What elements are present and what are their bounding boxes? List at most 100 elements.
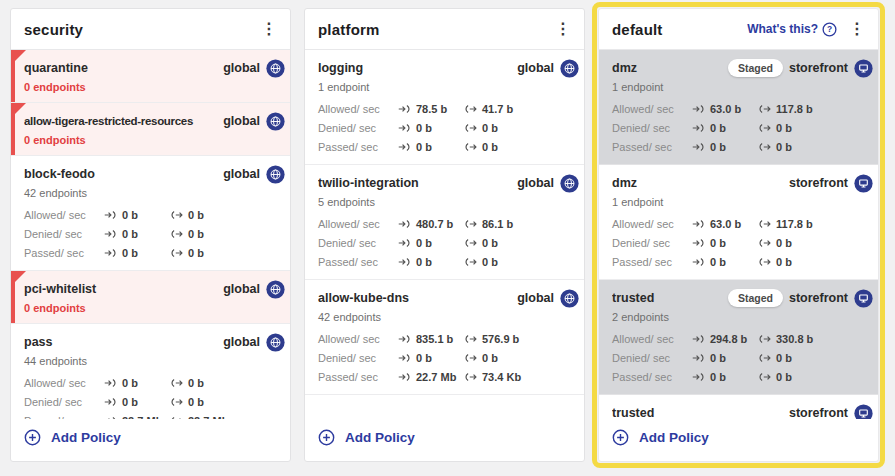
in-arrow-icon bbox=[398, 219, 411, 229]
policy-list: logging global 1 endpoint Allowed/ sec 7… bbox=[305, 50, 584, 419]
stat-label: Passed/ sec bbox=[612, 256, 692, 268]
stat-out-value: 0 b bbox=[188, 228, 204, 240]
policy-card-pci-whitelist[interactable]: pci-whitelist global 0 endpoints bbox=[11, 271, 290, 324]
stat-out-value: 0 b bbox=[188, 396, 204, 408]
policy-card-logging[interactable]: logging global 1 endpoint Allowed/ sec 7… bbox=[305, 50, 584, 165]
policy-name: twilio-integration bbox=[318, 176, 511, 190]
policy-card-block-feodo[interactable]: block-feodo global 42 endpoints Allowed/… bbox=[11, 156, 290, 271]
monitor-icon bbox=[854, 59, 873, 78]
stat-out-value: 86.1 b bbox=[482, 218, 513, 230]
stat-in-value: 0 b bbox=[710, 256, 726, 268]
stat-label: Passed/ sec bbox=[24, 415, 104, 420]
globe-icon bbox=[560, 174, 579, 193]
stat-out-value: 0 b bbox=[482, 256, 498, 268]
stat-label: Denied/ sec bbox=[24, 228, 104, 240]
stat-in-value: 0 b bbox=[710, 122, 726, 134]
out-arrow-icon bbox=[758, 353, 771, 363]
out-arrow-icon bbox=[758, 257, 771, 267]
stat-in-value: 0 b bbox=[416, 237, 432, 249]
out-arrow-icon bbox=[464, 372, 477, 382]
stat-in-value: 0 b bbox=[416, 122, 432, 134]
policy-scope: global bbox=[223, 335, 260, 349]
stat-out-value: 41.7 b bbox=[482, 103, 513, 115]
column-menu-button[interactable]: ⋮ bbox=[550, 21, 576, 37]
globe-icon bbox=[266, 280, 285, 299]
stat-out-value: 0 b bbox=[776, 371, 792, 383]
out-arrow-icon bbox=[170, 397, 183, 407]
stat-out-value: 117.8 b bbox=[776, 103, 813, 115]
stat-row-denied: Denied/ sec 0 b 0 b bbox=[318, 118, 579, 137]
stat-row-passed: Passed/ sec 0 b 0 b bbox=[612, 137, 873, 156]
in-arrow-icon bbox=[692, 123, 705, 133]
policy-card-allow-kube-dns[interactable]: allow-kube-dns global 42 endpoints Allow… bbox=[305, 280, 584, 395]
column-title: security bbox=[24, 21, 256, 38]
stat-in-value: 22.7 Mb bbox=[416, 371, 456, 383]
policy-scope: storefront bbox=[789, 61, 848, 75]
stat-in-value: 835.1 b bbox=[416, 333, 453, 345]
stat-out-value: 0 b bbox=[188, 247, 204, 259]
column-footer: Add Policy bbox=[599, 419, 878, 461]
stat-out-value: 0 b bbox=[776, 141, 792, 153]
policy-card-quarantine[interactable]: quarantine global 0 endpoints bbox=[11, 50, 290, 103]
endpoint-count: 0 endpoints bbox=[24, 80, 285, 94]
policy-card-twilio-integration[interactable]: twilio-integration global 5 endpoints Al… bbox=[305, 165, 584, 280]
add-policy-label: Add Policy bbox=[639, 430, 709, 445]
out-arrow-icon bbox=[758, 104, 771, 114]
tier-column-default: default What's this? ⋮ dmz Staged storef… bbox=[598, 8, 879, 462]
policy-card-dmz-staged[interactable]: dmz Staged storefront 1 endpoint Allowed… bbox=[599, 50, 878, 165]
out-arrow-icon bbox=[758, 372, 771, 382]
tier-column-wrap-security: security ⋮ quarantine global 0 endpoints… bbox=[10, 8, 291, 462]
stat-row-passed: Passed/ sec 22.7 Mb 22.7 Mb bbox=[24, 411, 285, 419]
policy-card-pass[interactable]: pass global 44 endpoints Allowed/ sec 0 … bbox=[11, 324, 290, 419]
stat-row-denied: Denied/ sec 0 b 0 b bbox=[318, 233, 579, 252]
whats-this-link[interactable]: What's this? bbox=[747, 22, 837, 37]
policy-card-dmz[interactable]: dmz storefront 1 endpoint Allowed/ sec 6… bbox=[599, 165, 878, 280]
policy-card-trusted[interactable]: trusted storefront bbox=[599, 395, 878, 419]
column-menu-button[interactable]: ⋮ bbox=[844, 21, 870, 37]
policy-name: dmz bbox=[612, 176, 783, 190]
policy-scope: global bbox=[517, 176, 554, 190]
tier-column-wrap-default: default What's this? ⋮ dmz Staged storef… bbox=[598, 8, 879, 462]
endpoint-count: 42 endpoints bbox=[24, 186, 285, 200]
stat-in-value: 0 b bbox=[122, 228, 138, 240]
stat-label: Denied/ sec bbox=[24, 396, 104, 408]
column-menu-button[interactable]: ⋮ bbox=[256, 21, 282, 37]
in-arrow-icon bbox=[104, 378, 117, 388]
policy-scope: storefront bbox=[789, 406, 848, 419]
in-arrow-icon bbox=[104, 229, 117, 239]
add-policy-button[interactable]: Add Policy bbox=[318, 429, 415, 446]
policy-name: logging bbox=[318, 61, 511, 75]
stat-out-value: 0 b bbox=[482, 237, 498, 249]
stat-out-value: 22.7 Mb bbox=[188, 415, 228, 420]
stat-label: Denied/ sec bbox=[318, 352, 398, 364]
stat-row-allowed: Allowed/ sec 0 b 0 b bbox=[24, 205, 285, 224]
stat-label: Denied/ sec bbox=[318, 237, 398, 249]
stat-label: Allowed/ sec bbox=[612, 218, 692, 230]
stat-out-value: 0 b bbox=[776, 122, 792, 134]
stat-row-allowed: Allowed/ sec 0 b 0 b bbox=[24, 373, 285, 392]
add-policy-button[interactable]: Add Policy bbox=[612, 429, 709, 446]
in-arrow-icon bbox=[398, 372, 411, 382]
stat-label: Passed/ sec bbox=[318, 371, 398, 383]
stat-row-allowed: Allowed/ sec 78.5 b 41.7 b bbox=[318, 99, 579, 118]
endpoint-count: 42 endpoints bbox=[318, 310, 579, 324]
in-arrow-icon bbox=[398, 104, 411, 114]
stat-label: Denied/ sec bbox=[612, 237, 692, 249]
out-arrow-icon bbox=[464, 104, 477, 114]
out-arrow-icon bbox=[464, 238, 477, 248]
stat-out-value: 0 b bbox=[776, 352, 792, 364]
add-policy-button[interactable]: Add Policy bbox=[24, 429, 121, 446]
stat-row-passed: Passed/ sec 0 b 0 b bbox=[612, 252, 873, 271]
out-arrow-icon bbox=[464, 142, 477, 152]
policy-card-allow-tigera-restricted-resources[interactable]: allow-tigera-restricted-resources global… bbox=[11, 103, 290, 156]
tier-column-wrap-platform: platform ⋮ logging global 1 endpoint All… bbox=[304, 8, 585, 462]
stat-out-value: 0 b bbox=[188, 377, 204, 389]
endpoint-count: 0 endpoints bbox=[24, 301, 285, 315]
stat-row-allowed: Allowed/ sec 835.1 b 576.9 b bbox=[318, 329, 579, 348]
stat-label: Passed/ sec bbox=[318, 141, 398, 153]
policy-card-trusted-staged[interactable]: trusted Staged storefront 2 endpoints Al… bbox=[599, 280, 878, 395]
tier-column-security: security ⋮ quarantine global 0 endpoints… bbox=[10, 8, 291, 462]
policy-list: dmz Staged storefront 1 endpoint Allowed… bbox=[599, 50, 878, 419]
stat-in-value: 0 b bbox=[122, 247, 138, 259]
stat-label: Denied/ sec bbox=[612, 352, 692, 364]
